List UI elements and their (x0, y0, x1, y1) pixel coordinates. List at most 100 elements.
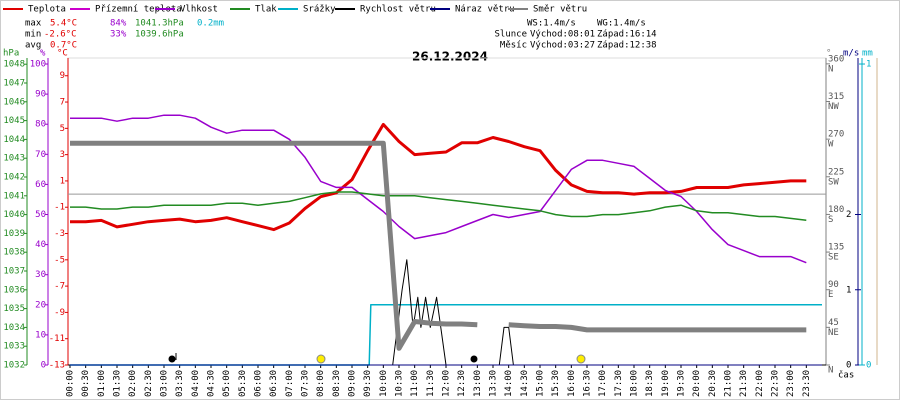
compass-label: NE (828, 328, 839, 338)
wind-speed-max: WS:1.4m/s (527, 19, 576, 29)
y-tick-label: 7 (60, 98, 65, 108)
legend-label: Vlhkost (180, 5, 218, 15)
x-tick-label: 15:00 (536, 370, 546, 397)
y2-tick-label: 270 (828, 130, 844, 140)
x-tick-label: 14:30 (520, 370, 530, 397)
x-tick-label: 22:00 (755, 370, 765, 397)
y-tick-label: 1044 (3, 135, 25, 145)
x-tick-label: 06:30 (269, 370, 279, 397)
y-tick-label: 30 (35, 270, 46, 280)
x-tick-label: 12:30 (457, 370, 467, 397)
x-tick-label: 10:00 (379, 370, 389, 397)
chart-title: 26.12.2024 (412, 50, 488, 64)
y-tick-label: 1032 (3, 361, 25, 371)
x-tick-label: 18:30 (645, 370, 655, 397)
series-line (70, 122, 807, 232)
x-tick-label: 00:00 (66, 370, 76, 397)
x-tick-label: 12:00 (442, 370, 452, 397)
legend-label: Náraz větru (455, 5, 515, 15)
compass-label: NW (828, 102, 839, 112)
y-tick-label: -5 (54, 255, 65, 265)
x-tick-label: 09:30 (363, 370, 373, 397)
x-tick-label: 15:30 (551, 370, 561, 397)
compass-label: S (828, 215, 833, 225)
y-tick-label: 1 (60, 176, 65, 186)
y-tick-label: 60 (35, 180, 46, 190)
y-tick-label: 1047 (3, 79, 25, 89)
legend-label: Přízemní teplota (95, 5, 182, 15)
sun-set-icon (576, 354, 586, 364)
y-tick-label: 1048 (3, 60, 25, 70)
x-tick-label: 04:30 (207, 370, 217, 397)
y-tick-label: 80 (35, 120, 46, 130)
y2-tick-label: 90 (828, 280, 839, 290)
sun-label: Slunce (494, 30, 527, 40)
x-tick-label: 08:30 (332, 370, 342, 397)
stat-temp: 5.4°C (50, 19, 77, 29)
x-tick-label: 16:30 (583, 370, 593, 397)
x-axis-label: čas (838, 370, 854, 381)
x-tick-label: 19:30 (677, 370, 687, 397)
legend-label: Teplota (28, 5, 66, 15)
y-tick-label: -3 (54, 229, 65, 239)
x-tick-label: 17:00 (598, 370, 608, 397)
y-tick-label: 2 (846, 210, 851, 220)
x-tick-label: 02:30 (144, 370, 154, 397)
x-tick-label: 06:00 (254, 370, 264, 397)
axis-title: °C (57, 49, 68, 59)
y-tick-label: 1042 (3, 173, 25, 183)
moon-set: Západ:12:38 (597, 41, 657, 51)
x-tick-label: 05:00 (222, 370, 232, 397)
stat-hum: 33% (110, 30, 127, 40)
x-tick-label: 22:30 (771, 370, 781, 397)
y-tick-label: 40 (35, 240, 46, 250)
x-tick-label: 08:00 (316, 370, 326, 397)
y-tick-label: 50 (35, 210, 46, 220)
x-tick-label: 11:30 (426, 370, 436, 397)
y-tick-label: 3 (60, 150, 65, 160)
y-tick-label: 1046 (3, 97, 25, 107)
x-tick-label: 01:00 (97, 370, 107, 397)
axis-title: hPa (3, 49, 19, 59)
x-tick-label: 20:30 (708, 370, 718, 397)
x-tick-label: 14:00 (504, 370, 514, 397)
stat-label: max (25, 19, 42, 29)
y-tick-label: 20 (35, 300, 46, 310)
y-tick-label: 70 (35, 150, 46, 160)
x-tick-label: 21:00 (724, 370, 734, 397)
stat-label: min (25, 30, 41, 40)
moon-rise: Východ:03:27 (530, 41, 595, 51)
y-tick-label: -9 (54, 308, 65, 318)
compass-label: E (828, 290, 833, 300)
sun-rise-icon (316, 354, 326, 364)
compass-label: N (828, 366, 833, 376)
series-line (70, 259, 822, 366)
stat-temp: -2.6°C (44, 30, 77, 40)
legend-label: Směr větru (533, 5, 587, 15)
y-tick-label: 9 (60, 71, 65, 81)
x-tick-label: 10:30 (395, 370, 405, 397)
y-tick-label: 100 (30, 60, 46, 70)
x-tick-label: 00:30 (81, 370, 91, 397)
astro-markers (168, 353, 586, 364)
y-tick-label: 1036 (3, 285, 25, 295)
y-tick-label: 1041 (3, 191, 25, 201)
y-tick-label: 1 (846, 285, 851, 295)
stat-temp: 0.7°C (50, 41, 77, 51)
x-tick-label: 13:30 (489, 370, 499, 397)
stat-label: avg (25, 41, 41, 51)
legend-label: Tlak (255, 5, 277, 15)
axis-title: % (40, 49, 46, 59)
y-tick-label: 0 (41, 361, 46, 371)
x-tick-label: 23:00 (786, 370, 796, 397)
stat-press: 1039.6hPa (135, 30, 184, 40)
y-tick-label: -13 (49, 361, 65, 371)
x-tick-label: 17:30 (614, 370, 624, 397)
y2-tick-label: 360 (828, 54, 844, 64)
x-tick-label: 03:30 (175, 370, 185, 397)
moon-label: Měsíc (500, 41, 527, 51)
y-tick-label: 1045 (3, 116, 25, 126)
sun-set: Západ:16:14 (597, 30, 657, 40)
y-tick-label: 1043 (3, 154, 25, 164)
x-tick-label: 19:00 (661, 370, 671, 397)
